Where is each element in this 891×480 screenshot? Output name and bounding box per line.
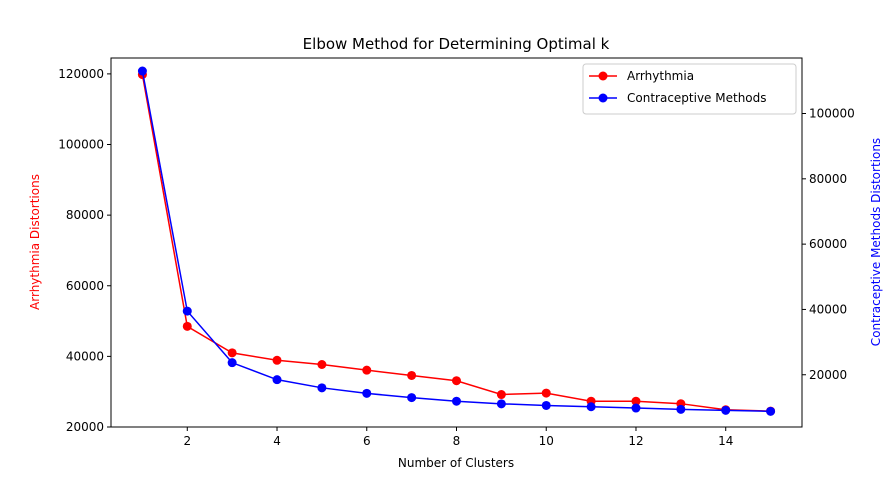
- x-tick-label: 12: [628, 434, 643, 448]
- contraceptive-methods-data-point: [182, 306, 192, 316]
- x-axis-title: Number of Clusters: [398, 456, 514, 470]
- legend: Arrhythmia Contraceptive Methods: [582, 63, 797, 115]
- y-left-tick-label: 20000: [66, 420, 104, 434]
- contraceptive-methods-data-point: [586, 402, 596, 412]
- arrhythmia-series-line: [141, 74, 771, 412]
- y-left-tick-label: 60000: [66, 279, 104, 293]
- y-right-tick-label: 40000: [809, 302, 847, 316]
- contraceptive-methods-data-point: [272, 375, 282, 385]
- arrhythmia-data-point: [362, 365, 372, 375]
- contraceptive-methods-data-point: [541, 400, 551, 410]
- contraceptive-methods-data-point: [766, 406, 776, 416]
- contraceptive-methods-data-point: [452, 396, 461, 406]
- y-right-tick-label: 60000: [809, 237, 847, 251]
- arrhythmia-data-point: [496, 390, 506, 400]
- chart-title: Elbow Method for Determining Optimal k: [303, 35, 610, 53]
- arrhythmia-data-point: [182, 321, 192, 331]
- y-axis-right-title: Contraceptive Methods Distortions: [869, 138, 883, 346]
- arrhythmia-data-point: [407, 370, 417, 380]
- arrhythmia-data-point: [272, 355, 282, 365]
- x-tick-label: 8: [453, 434, 461, 448]
- contraceptive-methods-data-point: [721, 405, 731, 415]
- arrhythmia-data-point: [631, 396, 641, 406]
- x-tick-label: 14: [718, 434, 733, 448]
- x-tick-label: 6: [363, 434, 371, 448]
- series-layer: [137, 66, 776, 416]
- y-axis-left-title: Arrhythmia Distortions: [28, 174, 42, 310]
- arrhythmia-data-point: [541, 388, 551, 398]
- y-right-tick-label: 100000: [809, 107, 855, 121]
- y-right-tick-label: 20000: [809, 368, 847, 382]
- legend-frame: [582, 63, 797, 115]
- legend-label: Contraceptive Methods: [627, 91, 767, 105]
- y-left-tick-label: 80000: [66, 208, 104, 222]
- contraceptive-methods-data-point: [631, 403, 641, 413]
- y-axis-left-ticks: 20000 40000 60000 80000 100000 120000: [58, 67, 111, 434]
- y-left-tick-label: 100000: [58, 138, 104, 152]
- arrhythmia-data-point: [317, 359, 327, 369]
- contraceptive-methods-series-line: [141, 70, 771, 413]
- legend-swatch-marker: [598, 93, 608, 103]
- y-left-tick-label: 40000: [66, 349, 104, 363]
- y-axis-right-ticks: 20000 40000 60000 80000 100000: [802, 107, 855, 382]
- contraceptive-methods-data-point: [407, 393, 417, 403]
- contraceptive-methods-data-point: [362, 388, 372, 398]
- x-tick-label: 2: [183, 434, 191, 448]
- x-tick-label: 10: [539, 434, 554, 448]
- arrhythmia-data-point: [452, 376, 461, 386]
- legend-swatch-marker: [598, 71, 608, 81]
- legend-label: Arrhythmia: [627, 69, 694, 83]
- y-right-tick-label: 80000: [809, 172, 847, 186]
- y-left-tick-label: 120000: [58, 67, 104, 81]
- arrhythmia-data-point: [227, 348, 237, 358]
- contraceptive-methods-data-point: [496, 399, 506, 409]
- contraceptive-methods-data-point: [227, 358, 237, 368]
- x-axis-ticks: 2 4 6 8 10 12 14: [183, 427, 733, 448]
- contraceptive-methods-data-point: [676, 404, 686, 414]
- x-tick-label: 4: [273, 434, 281, 448]
- contraceptive-methods-data-point: [317, 383, 327, 393]
- contraceptive-methods-data-point: [137, 66, 147, 76]
